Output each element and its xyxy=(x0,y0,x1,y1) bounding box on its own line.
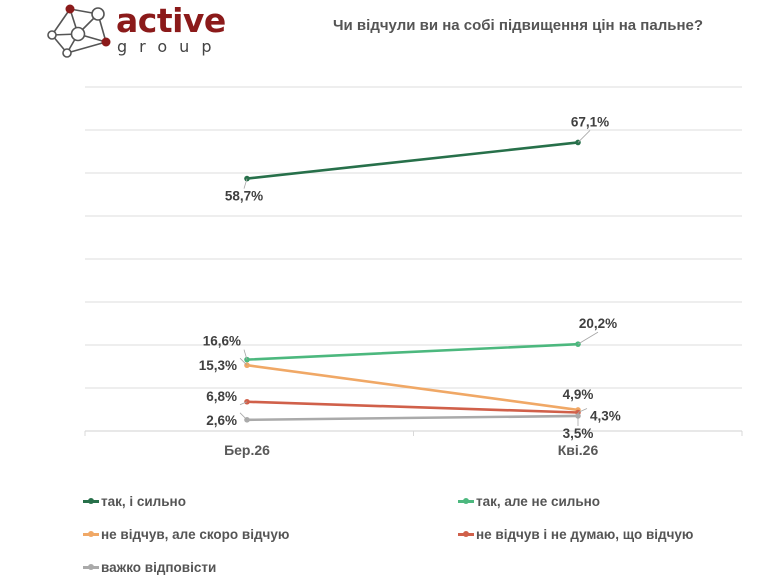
legend-item: так, і сильно xyxy=(83,494,186,509)
label-leader xyxy=(243,178,248,189)
series-line xyxy=(245,342,580,361)
data-label: 2,6% xyxy=(206,413,237,428)
series-line xyxy=(245,363,580,412)
label-leader xyxy=(239,412,248,421)
data-label: 16,6% xyxy=(203,334,241,349)
legend-swatch-icon xyxy=(83,498,99,504)
label-leader xyxy=(239,357,248,366)
series-line xyxy=(245,414,580,422)
legend-swatch-icon xyxy=(458,498,474,504)
x-axis: Бер.26 Кві.26 xyxy=(84,430,743,458)
data-label: 20,2% xyxy=(579,316,617,331)
series-line xyxy=(245,141,580,180)
legend-swatch-icon xyxy=(83,531,99,537)
legend-label: не відчув, але скоро відчую xyxy=(101,527,290,542)
legend-item: не відчув і не думаю, що відчую xyxy=(458,527,693,542)
legend-swatch-icon xyxy=(83,564,99,570)
legend-label: так, але не сильно xyxy=(476,494,601,509)
series-line xyxy=(245,400,580,414)
logo-wordmark: active xyxy=(116,1,226,40)
legend-label: не відчув і не думаю, що відчую xyxy=(476,527,694,542)
data-label: 15,3% xyxy=(199,358,237,373)
data-label: 4,9% xyxy=(563,387,594,402)
label-leader xyxy=(577,331,599,345)
label-leader xyxy=(239,401,248,406)
legend-item: так, але не сильно xyxy=(458,494,600,509)
legend-item: важко відповісти xyxy=(83,560,216,575)
label-leader xyxy=(243,349,248,360)
series-lines xyxy=(244,139,581,423)
data-label: 4,3% xyxy=(590,409,621,424)
x-tick-label: Кві.26 xyxy=(558,442,599,458)
x-tick-label: Бер.26 xyxy=(224,442,270,458)
data-label: 6,8% xyxy=(206,389,237,404)
data-label: 3,5% xyxy=(563,426,594,441)
gridlines xyxy=(85,86,742,389)
data-label: 58,7% xyxy=(225,189,263,204)
logo-subtitle: group xyxy=(117,37,224,56)
data-labels: 58,7% 67,1% 16,6% 20,2% 15,3% 4,9% 6,8% 4,3% 2,6… xyxy=(199,114,621,440)
label-leader xyxy=(577,130,591,143)
label-leader xyxy=(577,408,588,413)
legend-label: важко відповісти xyxy=(101,560,217,575)
legend-item: не відчув, але скоро відчую xyxy=(83,527,289,542)
data-label: 67,1% xyxy=(571,114,609,129)
legend-swatch-icon xyxy=(458,531,474,537)
legend-label: так, і сильно xyxy=(101,494,186,509)
chart-title: Чи відчули ви на собі підвищення цін на … xyxy=(333,17,704,34)
logo-network-icon xyxy=(47,4,111,58)
